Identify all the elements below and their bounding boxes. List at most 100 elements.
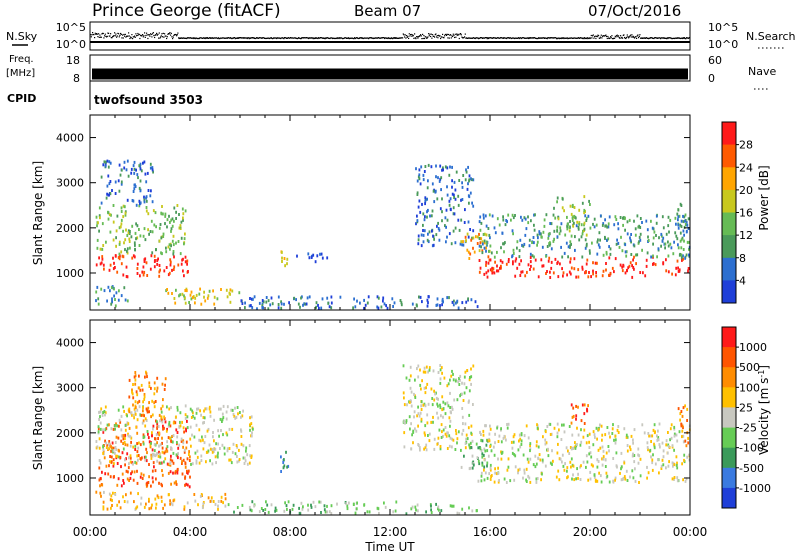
data-cell	[133, 407, 136, 411]
data-cell	[656, 434, 658, 438]
data-cell	[485, 224, 488, 228]
data-cell	[230, 408, 233, 412]
data-cell	[677, 266, 679, 270]
noise-dot	[432, 34, 434, 36]
data-cell	[596, 240, 599, 244]
freq-label-line2: [MHz]	[6, 68, 35, 79]
data-cell	[212, 431, 214, 434]
noise-dot	[454, 33, 456, 35]
noise-dot	[325, 37, 327, 39]
data-cell	[103, 160, 106, 164]
data-cell	[616, 238, 618, 242]
data-cell	[650, 219, 652, 223]
data-cell	[533, 241, 535, 245]
data-cell	[198, 428, 201, 432]
data-cell	[593, 217, 596, 221]
noise-dot	[680, 37, 682, 40]
data-cell	[432, 369, 435, 373]
data-cell	[577, 472, 579, 476]
data-cell	[439, 368, 442, 372]
data-cell	[466, 232, 469, 236]
data-cell	[483, 246, 486, 250]
data-cell	[166, 288, 168, 291]
noise-dot	[242, 37, 244, 39]
data-cell	[228, 458, 231, 462]
noise-dot	[588, 37, 590, 39]
data-cell	[490, 475, 492, 478]
n-search-label: N.Search	[746, 30, 796, 43]
data-cell	[143, 198, 146, 202]
data-cell	[470, 446, 473, 449]
data-cell	[607, 237, 610, 241]
data-cell	[160, 211, 163, 215]
data-cell	[158, 481, 160, 485]
data-cell	[314, 505, 317, 509]
data-cell	[148, 463, 150, 466]
data-cell	[519, 238, 522, 242]
data-cell	[522, 476, 524, 480]
data-cell	[142, 419, 145, 423]
data-cell	[143, 227, 146, 231]
data-cell	[410, 400, 412, 404]
data-cell	[178, 425, 181, 429]
data-cell	[184, 289, 187, 292]
data-cell	[572, 224, 575, 228]
data-cell	[249, 454, 252, 458]
data-cell	[574, 235, 576, 239]
data-cell	[156, 389, 158, 393]
noise-dot	[137, 32, 139, 35]
data-cell	[190, 297, 193, 301]
freq-tick-bottom: 8	[73, 72, 80, 85]
data-cell	[98, 410, 100, 414]
noise-dot	[620, 35, 622, 37]
data-cell	[283, 458, 285, 462]
data-cell	[605, 471, 608, 475]
noise-dot	[153, 35, 155, 37]
data-cell	[212, 447, 214, 451]
data-cell	[146, 451, 148, 455]
data-cell	[165, 250, 168, 254]
noise-dot	[162, 32, 164, 34]
data-cell	[682, 434, 685, 438]
data-cell	[116, 270, 119, 274]
noise-dot	[532, 37, 534, 39]
data-cell	[159, 461, 162, 465]
noise-dot	[394, 37, 396, 39]
data-cell	[160, 461, 163, 465]
noise-dot	[175, 34, 177, 36]
data-cell	[320, 252, 323, 256]
data-cell	[520, 432, 523, 436]
data-cell	[605, 262, 607, 265]
data-cell	[312, 253, 315, 257]
data-cell	[458, 383, 461, 386]
data-cell	[181, 472, 184, 476]
colorbar-tick-label: -1000	[739, 482, 771, 495]
data-cell	[147, 481, 150, 484]
noise-dot	[215, 37, 217, 39]
data-cell	[538, 453, 541, 457]
data-cell	[129, 444, 132, 448]
data-cell	[452, 504, 455, 508]
noise-dot	[505, 37, 507, 39]
noise-dot	[312, 38, 314, 40]
noise-dot	[186, 37, 188, 40]
data-cell	[483, 232, 486, 236]
data-cell	[465, 433, 468, 437]
data-cell	[437, 436, 440, 440]
noise-dot	[596, 35, 598, 37]
data-cell	[138, 441, 140, 445]
noise-dot	[442, 33, 444, 35]
data-cell	[526, 270, 528, 274]
data-cell	[461, 301, 464, 305]
data-cell	[455, 170, 458, 174]
data-cell	[112, 204, 115, 207]
data-cell	[614, 478, 616, 482]
data-cell	[180, 220, 183, 224]
data-cell	[112, 449, 115, 453]
data-cell	[147, 212, 150, 216]
data-cell	[489, 445, 492, 448]
noise-dot	[316, 37, 318, 39]
noise-dot	[225, 37, 227, 39]
data-cell	[411, 505, 414, 509]
data-cell	[400, 301, 403, 305]
